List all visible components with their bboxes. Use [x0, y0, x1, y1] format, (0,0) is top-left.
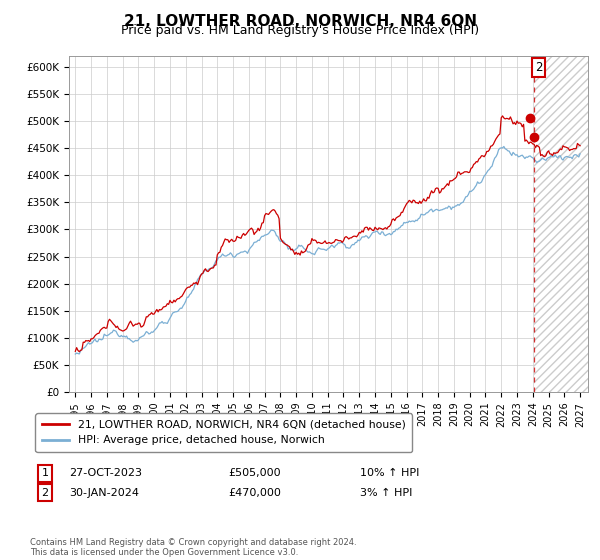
Text: 21, LOWTHER ROAD, NORWICH, NR4 6QN: 21, LOWTHER ROAD, NORWICH, NR4 6QN [124, 14, 476, 29]
Text: 3% ↑ HPI: 3% ↑ HPI [360, 488, 412, 498]
Text: 10% ↑ HPI: 10% ↑ HPI [360, 468, 419, 478]
Legend: 21, LOWTHER ROAD, NORWICH, NR4 6QN (detached house), HPI: Average price, detache: 21, LOWTHER ROAD, NORWICH, NR4 6QN (deta… [35, 413, 412, 452]
Text: 30-JAN-2024: 30-JAN-2024 [69, 488, 139, 498]
Text: Price paid vs. HM Land Registry's House Price Index (HPI): Price paid vs. HM Land Registry's House … [121, 24, 479, 37]
Text: 2: 2 [41, 488, 49, 498]
Text: 2: 2 [535, 62, 542, 74]
Text: Contains HM Land Registry data © Crown copyright and database right 2024.
This d: Contains HM Land Registry data © Crown c… [30, 538, 356, 557]
Text: 27-OCT-2023: 27-OCT-2023 [69, 468, 142, 478]
Text: 1: 1 [41, 468, 49, 478]
Text: £505,000: £505,000 [228, 468, 281, 478]
Text: £470,000: £470,000 [228, 488, 281, 498]
